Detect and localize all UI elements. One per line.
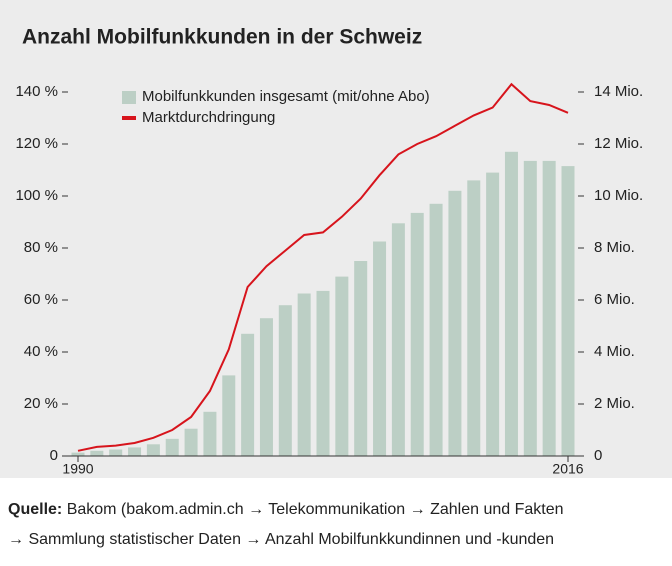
- bar: [410, 212, 424, 456]
- y-tick-label: 60 %: [24, 291, 58, 308]
- bar: [429, 203, 443, 456]
- bar: [165, 438, 179, 456]
- y2-tick-label: 0: [594, 447, 602, 464]
- bar: [241, 333, 255, 456]
- bar: [504, 151, 518, 457]
- bar: [316, 290, 330, 456]
- y2-tick-label: 6 Mio.: [594, 291, 635, 308]
- bar: [146, 444, 160, 456]
- chart-title: Anzahl Mobilfunkkunden in der Schweiz: [22, 26, 422, 49]
- source-label: Quelle:: [8, 501, 62, 518]
- bar: [297, 293, 311, 456]
- bar: [561, 166, 575, 456]
- y-tick-label: 40 %: [24, 343, 58, 360]
- bar: [391, 223, 405, 456]
- bar: [542, 160, 556, 456]
- bar: [486, 172, 500, 456]
- bar: [184, 428, 198, 456]
- bar: [109, 449, 123, 456]
- y2-tick-label: 14 Mio.: [594, 83, 643, 100]
- bar: [222, 375, 236, 456]
- y-tick-label: 140 %: [15, 83, 58, 100]
- legend-label: Mobilfunkkunden insgesamt (mit/ohne Abo): [142, 88, 430, 105]
- y-tick-label: 0: [50, 447, 58, 464]
- bar: [448, 190, 462, 457]
- y2-tick-label: 12 Mio.: [594, 135, 643, 152]
- bar: [203, 411, 217, 456]
- bar: [523, 160, 537, 456]
- x-tick-label: 1990: [62, 461, 93, 477]
- legend-swatch: [122, 116, 136, 120]
- y-tick-label: 20 %: [24, 395, 58, 412]
- y-tick-label: 120 %: [15, 135, 58, 152]
- y-tick-label: 80 %: [24, 239, 58, 256]
- bar: [278, 305, 292, 456]
- bar: [467, 180, 481, 456]
- line: [77, 82, 569, 452]
- bar: [354, 261, 368, 456]
- bar: [335, 276, 349, 456]
- bar: [128, 447, 142, 456]
- y2-tick-label: 8 Mio.: [594, 239, 635, 256]
- bar: [373, 241, 387, 456]
- y-tick-label: 100 %: [15, 187, 58, 204]
- bar: [259, 318, 273, 456]
- source-line: Quelle: Bakom (bakom.admin.ch → Telekomm…: [8, 501, 564, 518]
- legend-label: Marktdurchdringung: [142, 109, 275, 126]
- y2-tick-label: 10 Mio.: [594, 187, 643, 204]
- bar: [90, 450, 104, 456]
- source-line: → Sammlung statistischer Daten → Anzahl …: [8, 531, 554, 548]
- bar: [71, 452, 85, 456]
- source-text: Bakom (bakom.admin.ch → Telekommunikatio…: [67, 501, 564, 518]
- legend-swatch: [122, 91, 136, 104]
- y2-tick-label: 4 Mio.: [594, 343, 635, 360]
- y2-tick-label: 2 Mio.: [594, 395, 635, 412]
- x-tick-label: 2016: [552, 461, 583, 477]
